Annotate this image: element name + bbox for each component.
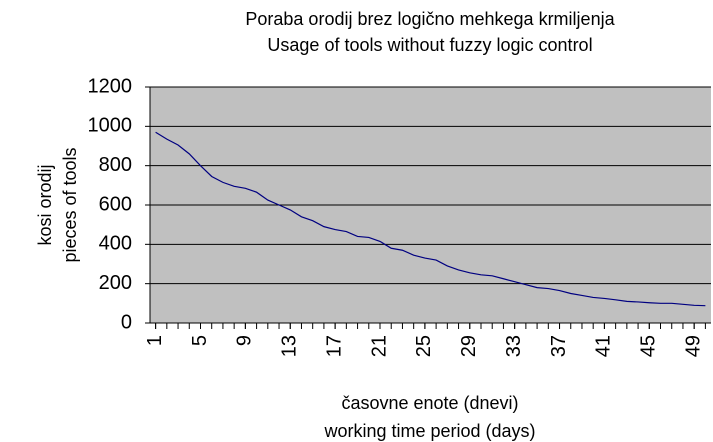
y-tick-label: 600 <box>99 193 132 215</box>
y-axis-label: kosi orodij <box>35 164 55 245</box>
x-tick-label: 21 <box>368 335 390 357</box>
x-tick-label: 45 <box>638 335 660 357</box>
y-tick-label: 800 <box>99 154 132 176</box>
y-tick-label: 1000 <box>88 115 133 137</box>
x-tick-label: 1 <box>144 335 166 346</box>
y-axis-label: pieces of tools <box>60 147 80 262</box>
chart-subtitle: Usage of tools without fuzzy logic contr… <box>267 35 592 55</box>
x-tick-label: 5 <box>189 335 211 346</box>
x-tick-label: 9 <box>234 335 256 346</box>
y-tick-label: 1200 <box>88 75 133 97</box>
x-tick-label: 33 <box>503 335 525 357</box>
x-tick-label: 41 <box>593 335 615 357</box>
y-tick-label: 0 <box>121 311 132 333</box>
x-tick-label: 25 <box>413 335 435 357</box>
x-tick-label: 29 <box>458 335 480 357</box>
data-line <box>155 131 706 307</box>
y-tick-label: 400 <box>99 233 132 255</box>
x-tick-label: 49 <box>682 335 704 357</box>
x-tick-label: 17 <box>323 335 345 357</box>
x-axis-label: časovne enote (dnevi) <box>341 393 518 413</box>
x-tick-label: 37 <box>548 335 570 357</box>
y-tick-label: 200 <box>99 272 132 294</box>
x-axis-label: working time period (days) <box>323 421 535 441</box>
chart-title: Poraba orodij brez logično mehkega krmil… <box>245 9 615 29</box>
x-tick-label: 13 <box>279 335 301 357</box>
